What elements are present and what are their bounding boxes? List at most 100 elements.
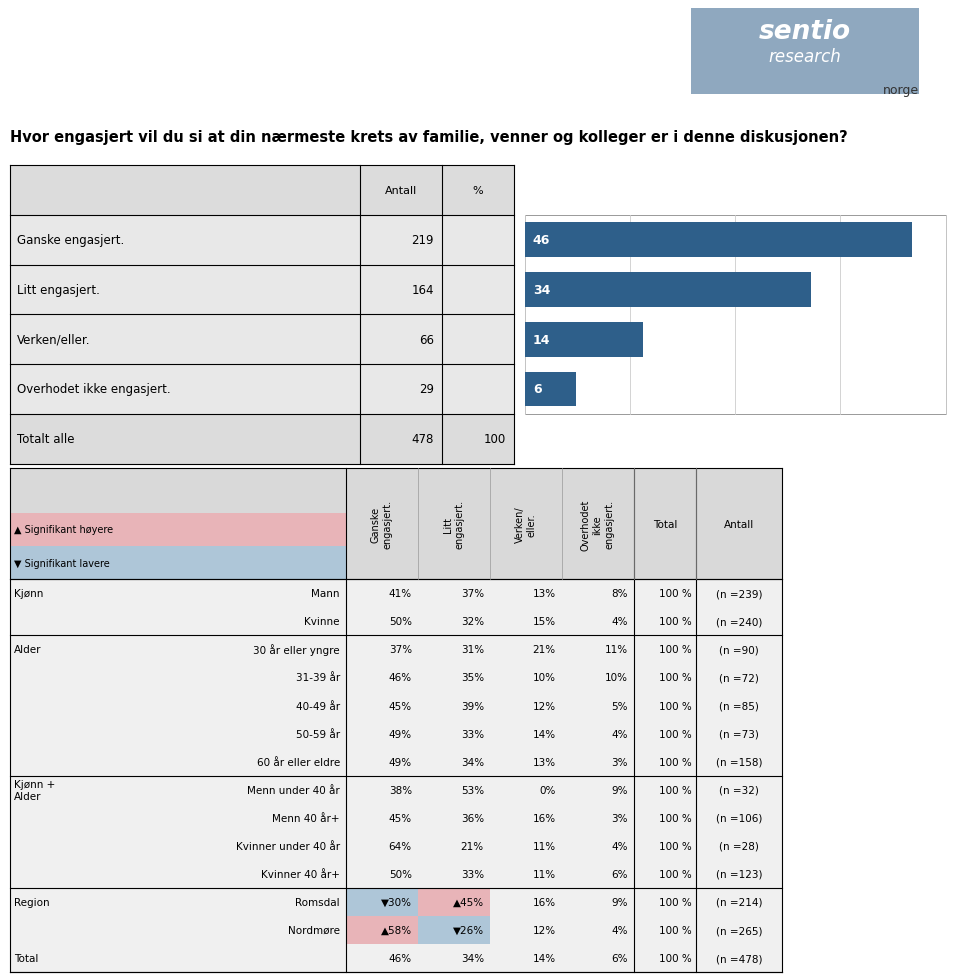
Bar [418, 888, 490, 916]
Text: 37%: 37% [461, 589, 484, 599]
Text: 49%: 49% [389, 729, 412, 739]
Text: Menn 40 år+: Menn 40 år+ [273, 813, 340, 823]
Text: (n =106): (n =106) [716, 813, 762, 823]
FancyBboxPatch shape [691, 9, 920, 95]
Text: 16%: 16% [533, 813, 556, 823]
Text: 9%: 9% [612, 785, 628, 795]
Bar [10, 916, 782, 944]
Bar [10, 579, 782, 608]
Text: 53%: 53% [461, 785, 484, 795]
Text: Kjønn: Kjønn [14, 589, 44, 599]
Bar [10, 469, 782, 579]
Text: 66: 66 [419, 333, 434, 347]
Text: Totalt alle: Totalt alle [17, 433, 75, 446]
Bar [10, 832, 782, 860]
Text: 21%: 21% [461, 841, 484, 851]
Text: (n =123): (n =123) [716, 869, 762, 879]
Text: 100 %: 100 % [660, 954, 692, 963]
Bar [525, 322, 643, 358]
Text: Verken/
eller.: Verken/ eller. [515, 506, 537, 542]
Text: (n =90): (n =90) [719, 645, 759, 655]
Text: Overhodet ikke engasjert.: Overhodet ikke engasjert. [17, 383, 171, 396]
Text: 0%: 0% [540, 785, 556, 795]
Bar [10, 776, 782, 804]
Text: 100 %: 100 % [660, 841, 692, 851]
Bar [10, 216, 514, 266]
Text: (n =265): (n =265) [716, 925, 762, 935]
Text: 16%: 16% [533, 897, 556, 907]
Text: 100: 100 [484, 433, 506, 446]
Bar [10, 663, 782, 692]
Text: 34%: 34% [461, 954, 484, 963]
Text: 100 %: 100 % [660, 785, 692, 795]
Text: Total: Total [14, 954, 38, 963]
Text: 6: 6 [533, 383, 541, 396]
Text: (n =214): (n =214) [716, 897, 762, 907]
Text: 100 %: 100 % [660, 729, 692, 739]
Text: 14: 14 [533, 333, 550, 347]
Bar [525, 223, 912, 258]
Text: Kvinner 40 år+: Kvinner 40 år+ [261, 869, 340, 879]
Text: 36%: 36% [461, 813, 484, 823]
Text: 100 %: 100 % [660, 813, 692, 823]
Text: (n =72): (n =72) [719, 673, 759, 683]
Text: sentio: sentio [759, 20, 852, 45]
Text: 10%: 10% [533, 673, 556, 683]
Text: 100 %: 100 % [660, 645, 692, 655]
Text: 37%: 37% [389, 645, 412, 655]
Text: (n =158): (n =158) [716, 757, 762, 767]
Text: ▲ Signifikant høyere: ▲ Signifikant høyere [14, 525, 113, 534]
Text: 6%: 6% [612, 954, 628, 963]
Text: (n =239): (n =239) [716, 589, 762, 599]
Bar [10, 364, 514, 414]
Text: ▼26%: ▼26% [453, 925, 484, 935]
Text: Ganske engasjert.: Ganske engasjert. [17, 234, 125, 247]
Text: Ganske
engasjert.: Ganske engasjert. [371, 500, 393, 549]
Text: ▼30%: ▼30% [381, 897, 412, 907]
Text: Total: Total [653, 520, 677, 530]
Bar [10, 636, 782, 663]
Text: 3%: 3% [612, 757, 628, 767]
Text: 46%: 46% [389, 954, 412, 963]
Text: ▲58%: ▲58% [381, 925, 412, 935]
Text: Nordmøre: Nordmøre [288, 925, 340, 935]
Text: Hvor engasjert vil du si at din nærmeste krets av familie, venner og kolleger er: Hvor engasjert vil du si at din nærmeste… [10, 130, 848, 146]
Bar [10, 315, 514, 364]
Text: 21%: 21% [533, 645, 556, 655]
Text: 11%: 11% [533, 841, 556, 851]
Text: Alder: Alder [14, 645, 42, 655]
Text: 100 %: 100 % [660, 925, 692, 935]
Bar [10, 166, 514, 216]
Text: 38%: 38% [389, 785, 412, 795]
Text: 33%: 33% [461, 869, 484, 879]
Bar [10, 804, 782, 832]
Text: 100 %: 100 % [660, 701, 692, 711]
Text: 478: 478 [412, 433, 434, 446]
Text: (n =240): (n =240) [716, 616, 762, 626]
Text: (n =478): (n =478) [716, 954, 762, 963]
Text: (n =32): (n =32) [719, 785, 759, 795]
Bar [10, 944, 782, 972]
Text: Antall: Antall [724, 520, 755, 530]
Text: 29: 29 [419, 383, 434, 396]
Bar [10, 720, 782, 747]
Text: 100 %: 100 % [660, 757, 692, 767]
Text: 15%: 15% [533, 616, 556, 626]
Text: 50%: 50% [389, 616, 412, 626]
Bar [10, 513, 346, 546]
Text: 34: 34 [533, 283, 550, 297]
Text: Verken/eller.: Verken/eller. [17, 333, 91, 347]
Text: norge: norge [883, 84, 920, 97]
Bar [418, 916, 490, 944]
Text: 60 år eller eldre: 60 år eller eldre [256, 757, 340, 767]
Text: 41%: 41% [389, 589, 412, 599]
Text: 39%: 39% [461, 701, 484, 711]
Text: 4%: 4% [612, 616, 628, 626]
Bar [346, 916, 418, 944]
Text: Region: Region [14, 897, 50, 907]
Bar [10, 888, 782, 916]
Text: 13%: 13% [533, 589, 556, 599]
Text: 3%: 3% [612, 813, 628, 823]
Text: 4%: 4% [612, 729, 628, 739]
Text: 46: 46 [533, 234, 550, 247]
